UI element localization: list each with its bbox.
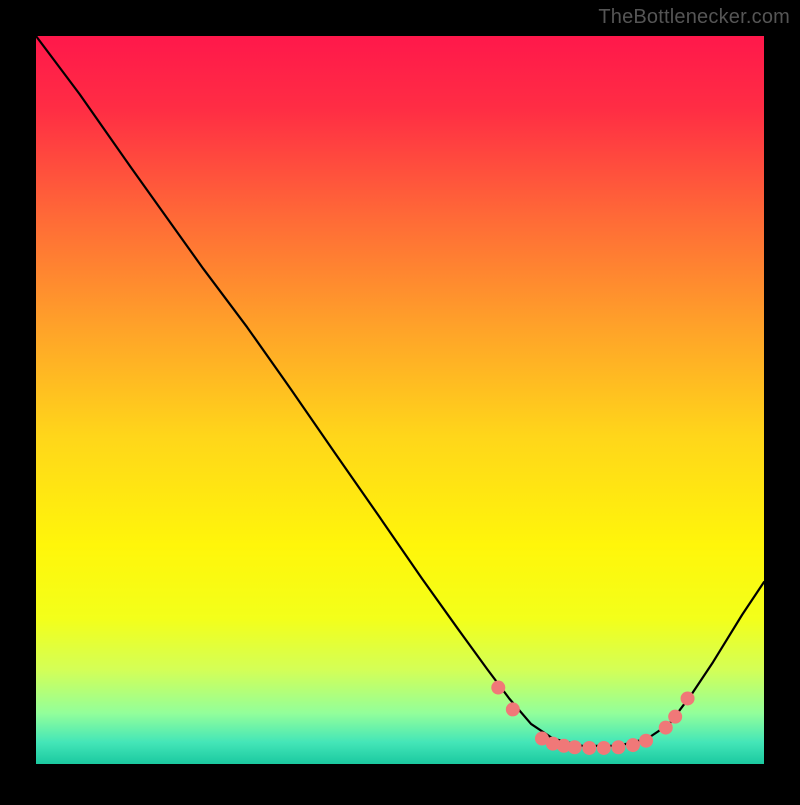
curve-marker: [668, 710, 682, 724]
curve-marker: [568, 740, 582, 754]
curve-marker: [659, 721, 673, 735]
curve-marker: [681, 691, 695, 705]
curve-marker: [639, 734, 653, 748]
curve-marker: [611, 740, 625, 754]
curve-marker: [626, 738, 640, 752]
curve-marker: [491, 681, 505, 695]
curve-marker: [506, 702, 520, 716]
chart-plot-bg: [36, 36, 764, 764]
watermark-text: TheBottlenecker.com: [598, 6, 790, 29]
bottleneck-chart: TheBottlenecker.com: [0, 0, 800, 800]
curve-marker: [582, 741, 596, 755]
chart-svg: [0, 0, 800, 800]
curve-marker: [597, 741, 611, 755]
